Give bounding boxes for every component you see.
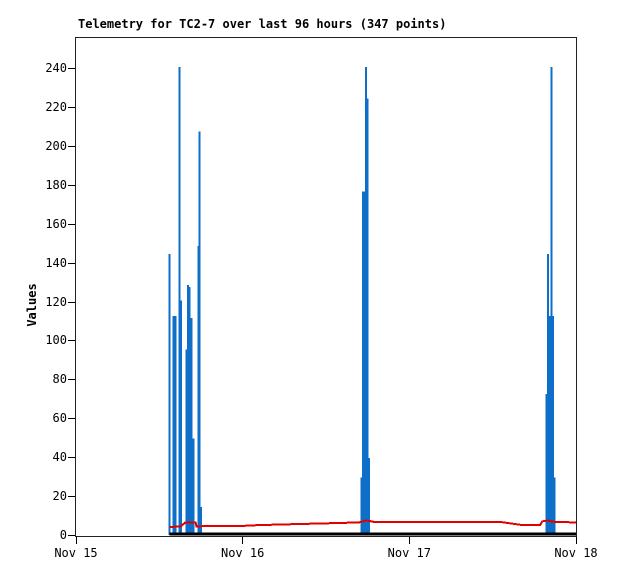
plot-canvas bbox=[168, 67, 576, 536]
y-tick-mark bbox=[68, 301, 75, 303]
y-tick-label: 80 bbox=[52, 372, 67, 387]
chart-title: Telemetry for TC2-7 over last 96 hours (… bbox=[78, 17, 447, 31]
x-tick-label: Nov 15 bbox=[54, 546, 98, 560]
y-tick-mark bbox=[68, 68, 75, 70]
plot-area bbox=[75, 37, 577, 537]
y-tick-label: 220 bbox=[45, 100, 67, 115]
y-tick-label: 180 bbox=[45, 177, 67, 192]
y-tick-mark bbox=[68, 340, 75, 342]
y-tick-label: 20 bbox=[52, 489, 67, 504]
x-tick-label: Nov 16 bbox=[220, 546, 265, 560]
y-tick-mark bbox=[68, 262, 75, 264]
x-tick-label: Nov 17 bbox=[387, 546, 431, 560]
x-tick-mark bbox=[242, 537, 244, 544]
y-tick-label: 40 bbox=[52, 450, 67, 465]
y-tick-label: 200 bbox=[45, 138, 67, 153]
y-tick-mark bbox=[68, 535, 75, 536]
x-tick-mark bbox=[408, 537, 410, 544]
x-tick-mark bbox=[75, 537, 77, 544]
x-tick-mark bbox=[575, 537, 577, 544]
y-tick-mark bbox=[68, 223, 75, 225]
x-tick-label: Nov 18 bbox=[554, 546, 598, 560]
y-tick-label: 140 bbox=[45, 255, 67, 270]
y-tick-mark bbox=[68, 457, 75, 459]
moving-average-line bbox=[169, 519, 576, 529]
y-tick-mark bbox=[68, 184, 75, 186]
y-tick-mark bbox=[68, 418, 75, 420]
y-tick-mark bbox=[68, 496, 75, 498]
y-tick-label: 160 bbox=[45, 216, 67, 231]
y-tick-label: 240 bbox=[45, 61, 67, 76]
y-tick-mark bbox=[68, 107, 75, 109]
y-tick-label: 120 bbox=[45, 294, 67, 309]
y-tick-mark bbox=[68, 145, 75, 147]
y-tick-label: 100 bbox=[45, 333, 67, 348]
y-tick-label: 60 bbox=[52, 411, 67, 426]
y-tick-mark bbox=[68, 379, 75, 381]
y-tick-label: 0 bbox=[59, 528, 67, 542]
